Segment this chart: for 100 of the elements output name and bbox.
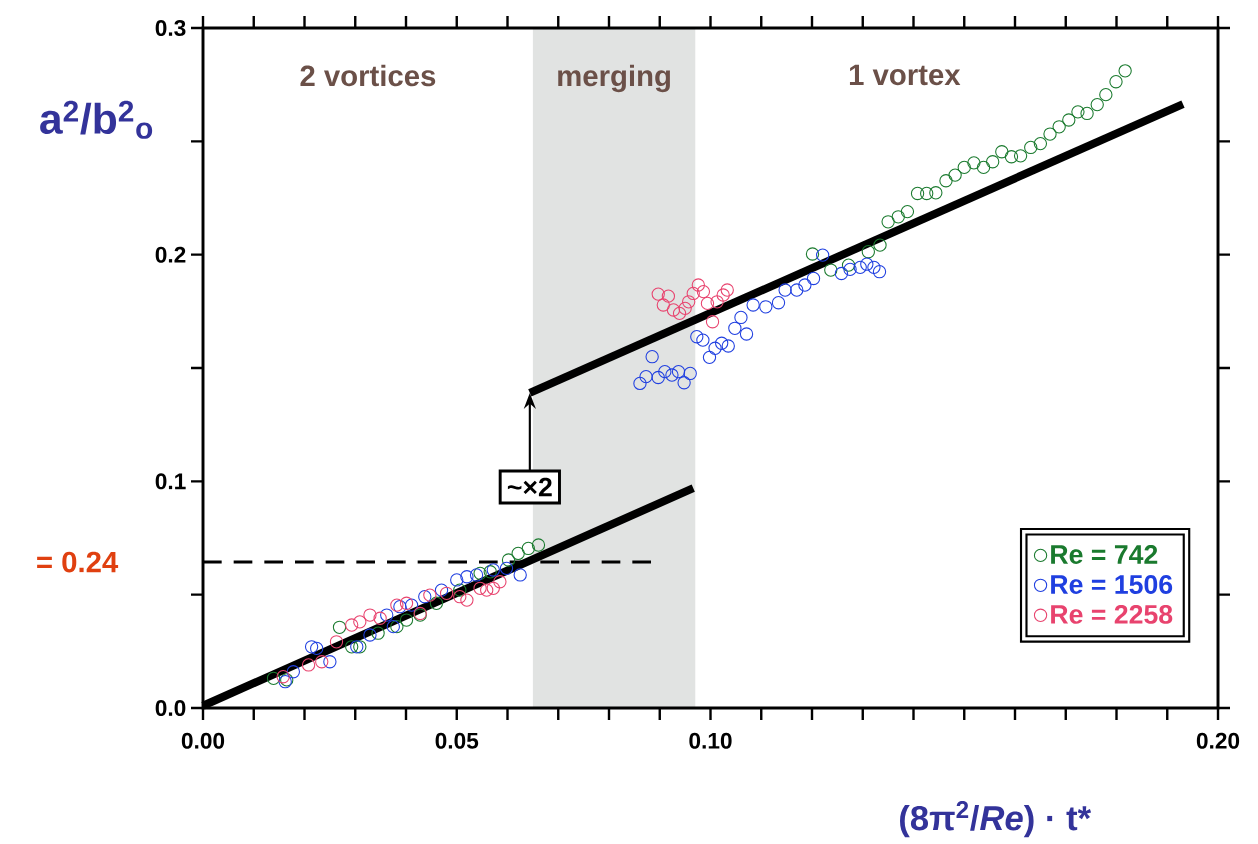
point xyxy=(716,288,730,302)
point xyxy=(323,655,337,669)
y-axis-title: a$^{2}$/b$^{2}$$_{o}$ xyxy=(40,100,153,139)
point xyxy=(967,156,981,170)
point xyxy=(373,611,387,625)
point xyxy=(900,204,915,219)
point xyxy=(700,296,715,311)
point xyxy=(363,628,377,642)
point xyxy=(957,160,971,175)
point xyxy=(429,596,444,610)
point xyxy=(867,260,881,275)
point xyxy=(363,608,377,622)
point xyxy=(995,145,1009,159)
point xyxy=(371,626,385,640)
point xyxy=(486,581,500,595)
point xyxy=(929,186,943,200)
point xyxy=(1043,127,1057,141)
point xyxy=(881,215,895,229)
y-tick-label: 0.1 xyxy=(155,473,186,490)
point xyxy=(843,262,857,277)
point xyxy=(872,264,887,279)
point xyxy=(434,583,449,597)
point xyxy=(683,366,697,381)
legend-label: Re = 1506 xyxy=(1051,575,1173,594)
point xyxy=(682,295,696,309)
point xyxy=(1118,64,1132,78)
point xyxy=(480,583,494,597)
point xyxy=(345,640,359,654)
point xyxy=(513,568,527,582)
point xyxy=(948,168,962,182)
point xyxy=(418,590,432,604)
point xyxy=(728,321,742,336)
x-tick-label: 0.00 xyxy=(181,732,225,749)
point xyxy=(739,327,754,341)
point xyxy=(873,238,887,252)
point xyxy=(1071,105,1085,119)
point xyxy=(1062,113,1076,127)
point xyxy=(656,298,670,312)
y-tick-label: 0.0 xyxy=(155,699,186,717)
y-tick-label: 0.2 xyxy=(155,246,186,263)
point xyxy=(266,671,281,685)
point xyxy=(399,613,414,627)
point xyxy=(671,364,686,379)
x-axis-title: (8π$^{2}$/Re) · t* xyxy=(900,801,1092,838)
point xyxy=(710,295,724,309)
point xyxy=(390,619,404,634)
point xyxy=(651,370,665,385)
point xyxy=(531,538,546,552)
legend-label: Re = 2258 xyxy=(1051,604,1173,624)
annotation: 1 vortex xyxy=(849,64,961,86)
point xyxy=(304,640,319,654)
point xyxy=(720,283,734,297)
point xyxy=(771,296,786,310)
x-tick-label: 0.20 xyxy=(1196,732,1240,749)
point xyxy=(521,541,535,556)
point xyxy=(920,186,934,201)
point xyxy=(1052,120,1066,134)
point xyxy=(790,283,804,297)
point xyxy=(860,257,874,271)
annotation: ~×2 xyxy=(507,477,552,497)
point xyxy=(315,655,329,669)
point xyxy=(276,670,290,684)
point xyxy=(1090,97,1104,112)
point xyxy=(453,583,467,597)
point xyxy=(399,596,414,610)
point xyxy=(301,658,316,672)
point xyxy=(651,287,665,301)
point xyxy=(824,263,838,277)
band-label: merging xyxy=(558,64,670,93)
point xyxy=(705,315,720,329)
point xyxy=(721,339,735,353)
annotation: 2 vortices xyxy=(300,64,436,87)
x-tick-label: 0.05 xyxy=(435,732,479,749)
point xyxy=(891,210,905,224)
point xyxy=(473,566,487,581)
legend-label: Re = 742 xyxy=(1051,545,1158,564)
point xyxy=(645,349,659,364)
point xyxy=(1004,150,1019,164)
point xyxy=(815,248,830,262)
point xyxy=(469,568,484,582)
point xyxy=(691,278,705,292)
point xyxy=(834,266,849,281)
point xyxy=(841,258,856,272)
point xyxy=(696,284,711,299)
point xyxy=(702,350,717,365)
y-tick-label: 0.3 xyxy=(155,19,186,37)
point xyxy=(386,619,400,634)
point xyxy=(665,368,679,382)
point xyxy=(473,581,487,595)
point xyxy=(353,615,367,629)
point xyxy=(511,546,525,561)
point xyxy=(853,260,867,275)
point xyxy=(286,665,301,679)
point xyxy=(501,553,516,567)
point xyxy=(778,283,792,297)
annotation: = 0.24 xyxy=(37,551,119,573)
point xyxy=(1099,87,1113,102)
point xyxy=(423,588,437,602)
point xyxy=(708,341,722,355)
point xyxy=(332,620,347,634)
